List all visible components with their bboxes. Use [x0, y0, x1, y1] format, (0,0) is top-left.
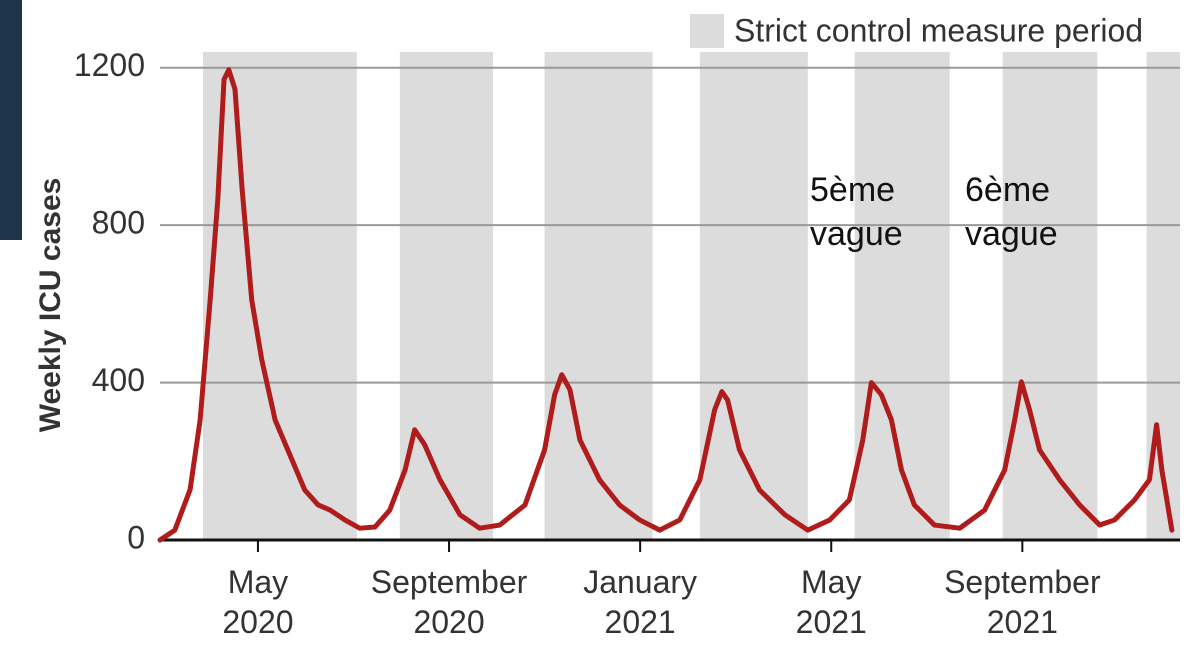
legend-swatch: [690, 14, 724, 48]
control-period: [203, 52, 357, 540]
page: Strict control measure period Weekly ICU…: [0, 0, 1195, 646]
legend-label: Strict control measure period: [734, 12, 1143, 48]
control-period: [545, 52, 653, 540]
y-tick-label: 400: [92, 362, 145, 398]
control-period: [400, 52, 493, 540]
background-fragment: [0, 0, 22, 240]
y-tick-label: 1200: [74, 47, 145, 83]
plot-area: [160, 52, 1180, 552]
annotation: 6ème vague: [965, 168, 1058, 256]
y-tick-label: 0: [127, 519, 145, 555]
chart: Strict control measure period Weekly ICU…: [0, 0, 1195, 646]
control-period: [700, 52, 808, 540]
x-tick-label: September 2021: [902, 562, 1142, 642]
y-tick-label: 800: [92, 205, 145, 241]
annotation: 5ème vague: [810, 168, 903, 256]
y-axis-label: Weekly ICU cases: [34, 178, 67, 433]
